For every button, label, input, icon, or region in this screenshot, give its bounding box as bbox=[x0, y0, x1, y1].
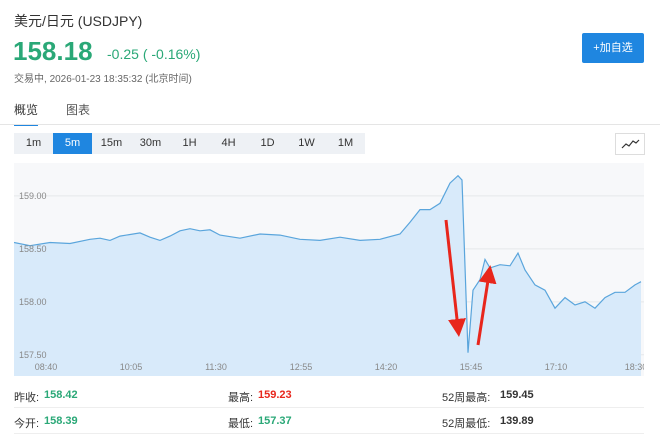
x-tick-label: 08:40 bbox=[35, 362, 58, 372]
y-tick-label: 158.50 bbox=[19, 244, 47, 254]
chart-type-button[interactable] bbox=[615, 133, 645, 155]
y-tick-label: 159.00 bbox=[19, 191, 47, 201]
timezone: (北京时间) bbox=[145, 74, 192, 85]
stat-label: 昨收: bbox=[14, 392, 40, 404]
interval-button[interactable]: 30m bbox=[131, 133, 170, 154]
price: 158.18 bbox=[13, 36, 93, 66]
time: 2026-01-23 18:35:32 bbox=[49, 74, 143, 85]
interval-button[interactable]: 1m bbox=[14, 133, 53, 154]
stat-label: 52周最低: bbox=[442, 418, 491, 430]
symbol: (USDJPY) bbox=[77, 13, 143, 29]
title: 美元/日元 (USDJPY) bbox=[14, 11, 142, 31]
change-abs: -0.25 bbox=[107, 46, 139, 62]
tab[interactable]: 概览 bbox=[14, 101, 39, 126]
tab[interactable]: 图表 bbox=[66, 103, 91, 117]
stat-label: 今开: bbox=[14, 418, 40, 430]
interval-button[interactable]: 1H bbox=[170, 133, 209, 154]
stat-value: 159.45 bbox=[500, 389, 534, 401]
change-pct: ( -0.16%) bbox=[142, 46, 201, 62]
pair: 美元/日元 bbox=[14, 13, 74, 29]
stat-label: 52周最高: bbox=[442, 392, 491, 404]
stat-label: 最高: bbox=[228, 392, 254, 404]
stat-label: 最低: bbox=[228, 418, 254, 430]
line bbox=[14, 174, 642, 353]
y-tick-label: 158.00 bbox=[19, 297, 47, 307]
x-tick-label: 10:05 bbox=[120, 362, 143, 372]
row-line bbox=[14, 433, 644, 434]
stat-value: 157.37 bbox=[258, 415, 292, 427]
interval-button[interactable]: 1M bbox=[326, 133, 365, 154]
change: -0.25 ( -0.16%) bbox=[107, 46, 200, 62]
x-tick-label: 18:30 bbox=[625, 362, 644, 372]
stat-value: 158.39 bbox=[44, 415, 78, 427]
stat-value: 159.23 bbox=[258, 389, 292, 401]
icon bbox=[621, 139, 640, 149]
x-tick-label: 14:20 bbox=[375, 362, 398, 372]
watch-button[interactable]: +加自选 bbox=[582, 33, 644, 63]
x-tick-label: 12:55 bbox=[290, 362, 313, 372]
x-tick-label: 17:10 bbox=[545, 362, 568, 372]
y-tick-label: 157.50 bbox=[19, 350, 47, 360]
interval-button[interactable]: 5m bbox=[53, 133, 92, 154]
x-tick-label: 15:45 bbox=[460, 362, 483, 372]
divider bbox=[0, 124, 660, 125]
status-line: 交易中, 2026-01-23 18:35:32 (北京时间) bbox=[14, 70, 192, 85]
chart: 157.50 158.00 158.50 159.00 08:40 10:05 11:30 1… bbox=[14, 163, 644, 376]
interval-button[interactable]: 15m bbox=[92, 133, 131, 154]
interval-button[interactable]: 1D bbox=[248, 133, 287, 154]
interval-button[interactable]: 1W bbox=[287, 133, 326, 154]
status: 交易中, bbox=[14, 74, 47, 85]
interval-button[interactable]: 4H bbox=[209, 133, 248, 154]
row-line bbox=[14, 407, 644, 408]
x-tick-label: 11:30 bbox=[205, 362, 227, 372]
stat-value: 139.89 bbox=[500, 415, 534, 427]
stat-value: 158.42 bbox=[44, 389, 78, 401]
